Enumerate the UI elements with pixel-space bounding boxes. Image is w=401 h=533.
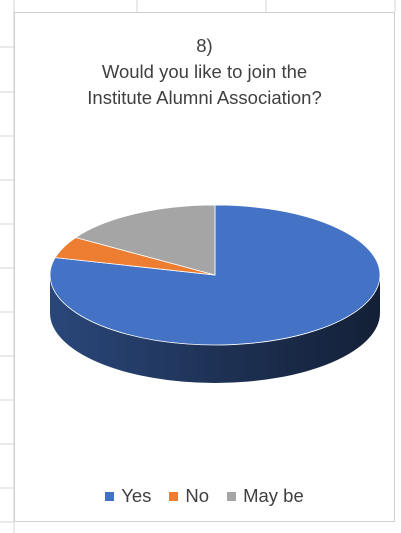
pie-side-yes xyxy=(50,275,380,383)
legend-swatch xyxy=(227,491,237,501)
pie-chart xyxy=(49,204,381,383)
pie-slice-may-be[interactable] xyxy=(74,204,216,276)
legend-item-yes: Yes xyxy=(105,485,151,507)
chart-area[interactable]: 8) Would you like to join the Institute … xyxy=(14,12,395,522)
chart-title: 8) Would you like to join the Institute … xyxy=(15,33,394,111)
legend-label: Yes xyxy=(121,485,152,506)
legend-item-no: No xyxy=(169,485,209,507)
chart-legend: Yes No May be xyxy=(15,485,394,507)
chart-title-line-3: Institute Alumni Association? xyxy=(87,87,322,108)
pie-slice-yes[interactable] xyxy=(49,204,381,346)
chart-title-line-1: 8) xyxy=(196,35,213,56)
legend-label: No xyxy=(185,485,210,506)
chart-title-line-2: Would you like to join the xyxy=(101,61,308,82)
legend-item-may-be: May be xyxy=(227,485,304,507)
legend-label: May be xyxy=(243,485,304,506)
legend-swatch xyxy=(169,491,179,501)
legend-swatch xyxy=(105,491,115,501)
